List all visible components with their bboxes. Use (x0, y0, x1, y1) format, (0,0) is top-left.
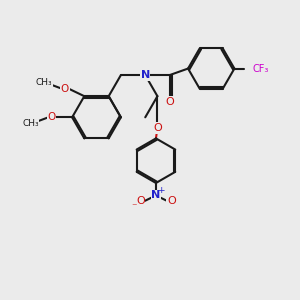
Text: O: O (153, 123, 162, 133)
Text: N: N (151, 190, 160, 200)
Text: CH₃: CH₃ (36, 78, 52, 87)
Text: O: O (61, 84, 69, 94)
Text: O: O (167, 196, 176, 206)
Text: N: N (141, 70, 150, 80)
Text: ⁻: ⁻ (132, 202, 137, 212)
Text: CH₃: CH₃ (22, 119, 39, 128)
Text: O: O (136, 196, 145, 206)
Text: +: + (157, 186, 165, 195)
Text: CF₃: CF₃ (253, 64, 269, 74)
Text: O: O (165, 97, 174, 107)
Text: O: O (47, 112, 56, 122)
